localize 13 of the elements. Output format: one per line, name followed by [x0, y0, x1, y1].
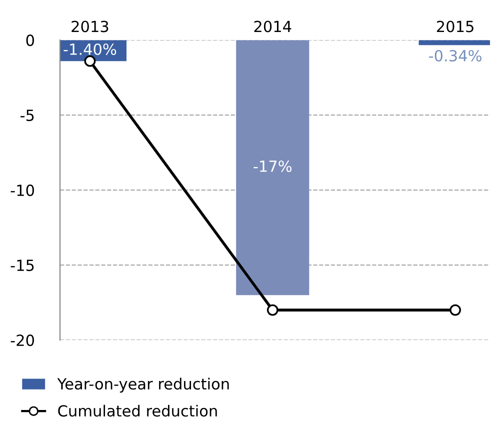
x-tick-label: 2014	[254, 20, 292, 32]
data-label: -17%	[254, 160, 292, 172]
y-tick-label: -15	[10, 260, 34, 272]
legend-label: Year-on-year reduction	[57, 378, 229, 393]
data-label: -0.34%	[429, 50, 482, 62]
legend-label: Cumulated reduction	[58, 404, 217, 417]
y-tick-label: -10	[10, 184, 34, 196]
y-tick-label: 0	[26, 34, 34, 46]
y-tick-label: -5	[20, 110, 34, 122]
x-tick-label: 2013	[72, 20, 108, 32]
y-tick-label: -20	[10, 334, 34, 346]
x-tick-label: 2015	[436, 20, 474, 32]
data-label: -1.40%	[64, 43, 116, 56]
